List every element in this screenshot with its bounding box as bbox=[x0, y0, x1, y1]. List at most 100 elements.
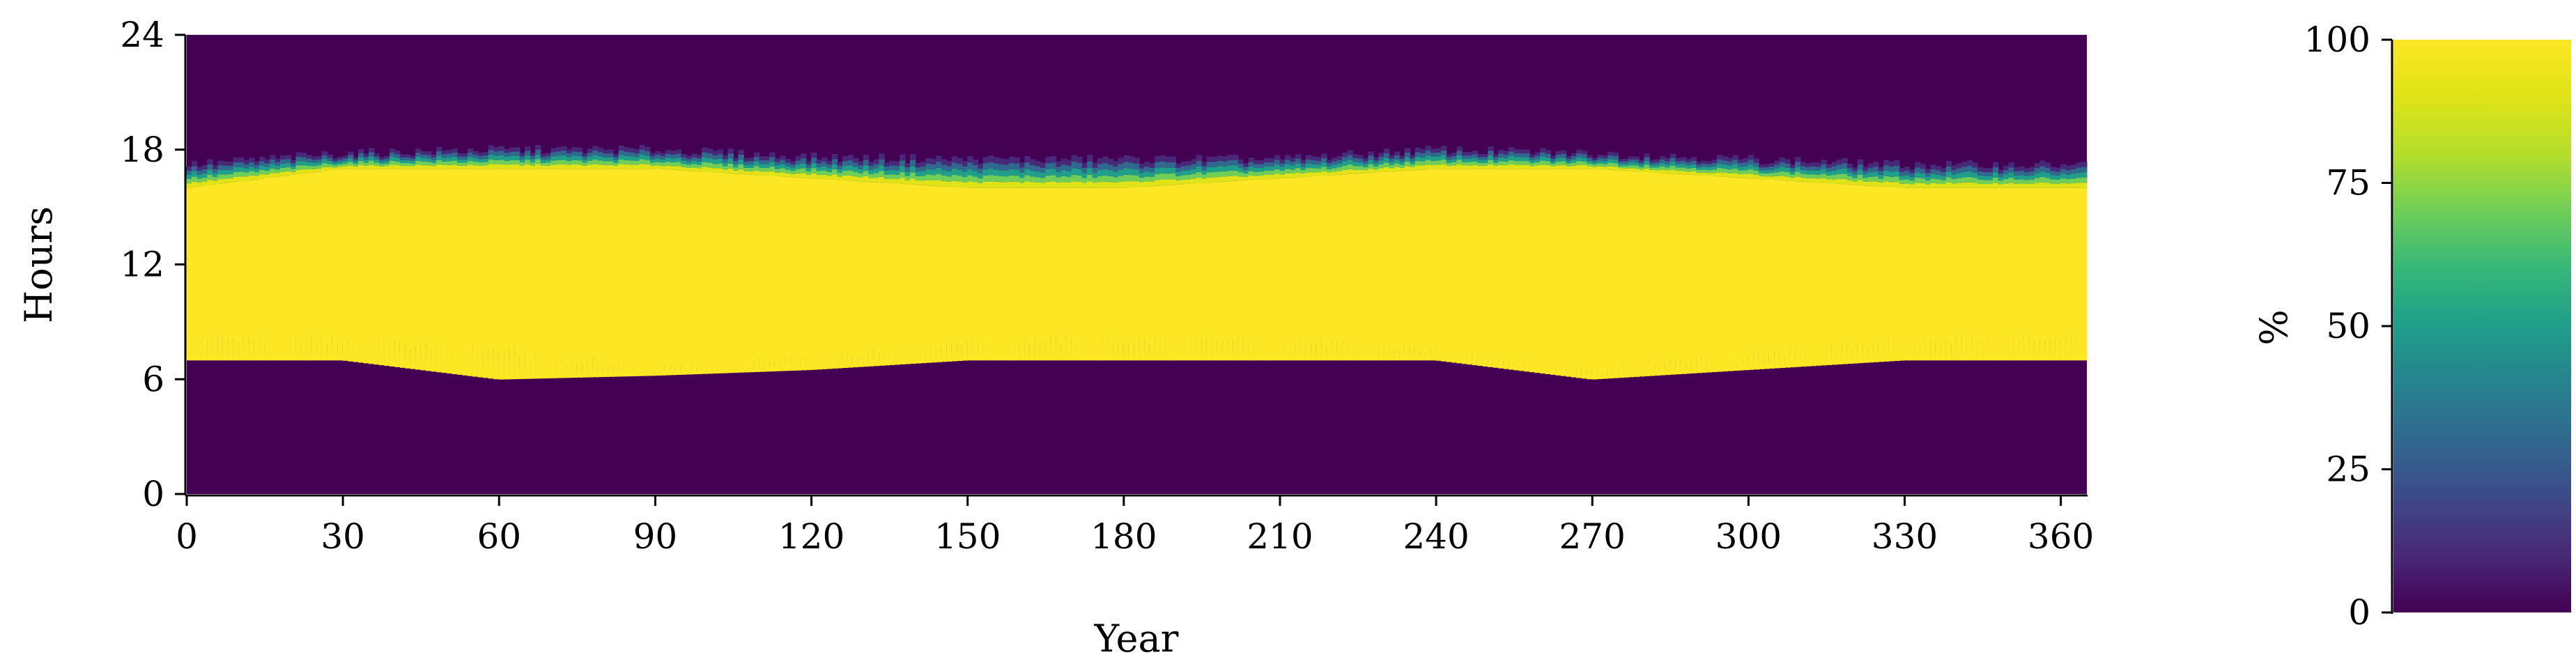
heatmap-cell bbox=[941, 164, 948, 171]
heatmap-cell bbox=[1665, 164, 1671, 168]
heatmap-cell bbox=[1435, 156, 1442, 161]
heatmap-cell bbox=[826, 164, 833, 169]
heatmap-cell bbox=[769, 166, 776, 171]
heatmap-cell bbox=[732, 164, 739, 168]
heatmap-cell bbox=[243, 164, 250, 169]
heatmap-cell bbox=[847, 175, 854, 181]
heatmap-cell bbox=[550, 148, 557, 153]
heatmap-cell bbox=[1998, 173, 2004, 178]
heatmap-cell bbox=[2008, 172, 2014, 178]
heatmap-cell bbox=[1945, 177, 1952, 183]
heatmap-cell bbox=[1248, 171, 1255, 176]
heatmap-cell bbox=[1800, 181, 1807, 367]
heatmap-cell bbox=[540, 165, 547, 169]
heatmap-cell bbox=[1545, 161, 1551, 165]
heatmap-cell bbox=[1779, 162, 1786, 167]
heatmap-cell bbox=[1743, 158, 1749, 162]
heatmap-cell bbox=[1441, 150, 1447, 155]
heatmap-cell bbox=[405, 157, 411, 160]
heatmap-column bbox=[285, 155, 291, 361]
heatmap-cell bbox=[847, 170, 854, 176]
heatmap-cell bbox=[1425, 155, 1432, 160]
heatmap-cell bbox=[1056, 161, 1062, 167]
heatmap-cell bbox=[613, 165, 619, 169]
heatmap-column bbox=[1040, 162, 1047, 361]
heatmap-cell bbox=[884, 178, 890, 183]
heatmap-cell bbox=[1842, 184, 1848, 364]
heatmap-cell bbox=[764, 164, 771, 168]
heatmap-cell bbox=[1540, 164, 1546, 169]
heatmap-cell bbox=[1425, 169, 1432, 361]
heatmap-cell bbox=[504, 169, 510, 380]
heatmap-cell bbox=[504, 160, 510, 165]
heatmap-cell bbox=[1097, 182, 1104, 188]
heatmap-cell bbox=[930, 159, 937, 164]
heatmap-cell bbox=[238, 181, 245, 361]
heatmap-column bbox=[394, 151, 401, 367]
heatmap-cell bbox=[1800, 162, 1807, 167]
heatmap-cell bbox=[1701, 167, 1708, 170]
heatmap-cell bbox=[1669, 165, 1676, 170]
heatmap-column bbox=[1925, 169, 1931, 361]
heatmap-cell bbox=[1237, 176, 1244, 181]
heatmap-cell bbox=[2060, 173, 2067, 179]
heatmap-cell bbox=[1435, 169, 1442, 361]
heatmap-cell bbox=[1066, 165, 1072, 171]
heatmap-cell bbox=[1628, 171, 1635, 378]
heatmap-column bbox=[1425, 146, 1432, 361]
heatmap-cell bbox=[1175, 163, 1182, 168]
heatmap-cell bbox=[1175, 171, 1182, 176]
heatmap-cell bbox=[1519, 149, 1525, 154]
heatmap-cell bbox=[2065, 183, 2072, 188]
colorbar-tick-label: 25 bbox=[2326, 449, 2370, 490]
heatmap-column bbox=[1665, 158, 1671, 376]
heatmap-cell bbox=[1206, 156, 1213, 162]
heatmap-cell bbox=[1493, 166, 1499, 169]
heatmap-cell bbox=[1498, 149, 1504, 154]
heatmap-column bbox=[1071, 155, 1078, 361]
heatmap-cell bbox=[863, 160, 870, 166]
heatmap-column bbox=[2039, 160, 2046, 361]
heatmap-cell bbox=[1435, 152, 1442, 157]
heatmap-cell bbox=[1451, 162, 1458, 166]
heatmap-cell bbox=[1295, 177, 1302, 361]
heatmap-cell bbox=[1248, 167, 1255, 171]
heatmap-cell bbox=[1451, 153, 1458, 156]
heatmap-column bbox=[1737, 159, 1744, 371]
heatmap-cell bbox=[743, 164, 750, 168]
heatmap-cell bbox=[353, 164, 360, 167]
heatmap-cell bbox=[1566, 158, 1572, 162]
heatmap-cell bbox=[920, 185, 927, 364]
heatmap-cell bbox=[1711, 173, 1718, 176]
heatmap-cell bbox=[1196, 155, 1203, 161]
heatmap-cell bbox=[780, 160, 786, 164]
heatmap-cell bbox=[186, 183, 192, 188]
heatmap-cell bbox=[285, 171, 291, 176]
heatmap-column bbox=[1373, 157, 1380, 361]
heatmap-cell bbox=[1258, 168, 1265, 172]
heatmap-cell bbox=[1591, 162, 1598, 165]
heatmap-cell bbox=[1914, 177, 1921, 183]
heatmap-cell bbox=[993, 163, 1000, 170]
heatmap-cell bbox=[1144, 171, 1150, 177]
heatmap-cell bbox=[535, 159, 541, 164]
heatmap-cell bbox=[1941, 172, 1947, 176]
heatmap-cell bbox=[1414, 156, 1421, 162]
heatmap-cell bbox=[1894, 165, 1900, 171]
heatmap-cell bbox=[566, 164, 573, 169]
heatmap-cell bbox=[946, 187, 952, 362]
heatmap-cell bbox=[1316, 172, 1322, 176]
heatmap-cell bbox=[1071, 181, 1078, 188]
heatmap-cell bbox=[748, 167, 755, 171]
heatmap-cell bbox=[837, 162, 843, 166]
heatmap-cell bbox=[332, 167, 339, 170]
heatmap-cell bbox=[1758, 164, 1765, 168]
heatmap-cell bbox=[222, 161, 229, 166]
heatmap-cell bbox=[795, 156, 802, 161]
heatmap-cell bbox=[1623, 168, 1630, 171]
heatmap-cell bbox=[654, 158, 661, 162]
heatmap-cell bbox=[1019, 162, 1026, 168]
heatmap-column bbox=[254, 161, 261, 361]
heatmap-cell bbox=[1961, 177, 1968, 183]
heatmap-column bbox=[576, 148, 583, 378]
